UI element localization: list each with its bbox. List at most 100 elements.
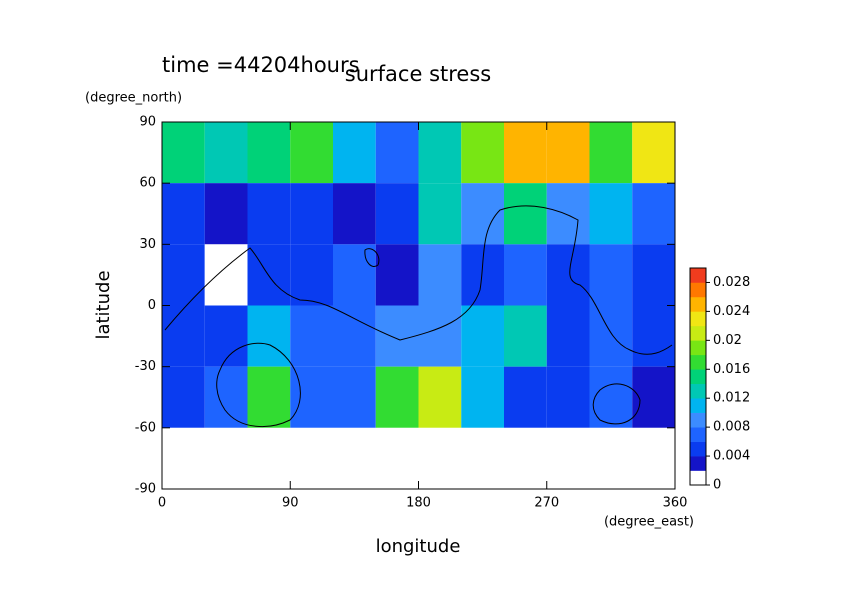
cell (162, 122, 205, 184)
cell (504, 366, 547, 428)
cell (290, 122, 333, 184)
cell (632, 244, 675, 306)
colorbar-swatch (690, 282, 706, 298)
x-tick-label: 360 (663, 496, 688, 511)
cell (375, 183, 419, 245)
cell (546, 244, 590, 306)
y-tick-label: -60 (135, 420, 156, 435)
colorbar-swatch (690, 369, 706, 385)
cell (162, 366, 205, 428)
cell (418, 183, 462, 245)
y-tick-label: 0 (148, 298, 156, 313)
colorbar-tick-label: 0.004 (713, 449, 750, 464)
cell (546, 122, 590, 184)
colorbar-swatch (690, 427, 706, 442)
cell (204, 122, 248, 184)
x-tick-label: 270 (534, 496, 559, 511)
cell (546, 183, 590, 245)
cell (204, 244, 248, 306)
chart-title: surface stress (345, 62, 491, 86)
cell (589, 305, 633, 367)
cell (333, 244, 376, 306)
x-axis-label: longitude (376, 536, 461, 557)
cell (461, 366, 504, 428)
cell (247, 305, 291, 367)
cell (418, 366, 462, 428)
x-tick-label: 180 (406, 496, 431, 511)
cell (418, 305, 462, 367)
cell (290, 366, 333, 428)
y-axis-label: latitude (93, 270, 114, 339)
cell (247, 183, 291, 245)
cell (632, 305, 675, 367)
y-tick-label: -30 (135, 359, 156, 374)
cell (504, 244, 547, 306)
colorbar-tick-label: 0 (713, 478, 721, 493)
cell (418, 244, 462, 306)
colorbar-swatch (690, 412, 706, 428)
cell (504, 427, 547, 489)
cell (546, 305, 590, 367)
cell (333, 427, 376, 489)
y-tick-label: 90 (139, 115, 156, 130)
cell (333, 122, 376, 184)
colorbar-tick-label: 0.028 (713, 275, 750, 290)
colorbar-swatch (690, 383, 706, 399)
cell (504, 305, 547, 367)
x-tick-label: 0 (158, 496, 166, 511)
colorbar-tick-label: 0.016 (713, 362, 750, 377)
colorbar-swatch (690, 456, 706, 471)
cell (375, 244, 419, 306)
cell (546, 427, 590, 489)
cell (162, 305, 205, 367)
cell (375, 305, 419, 367)
colorbar-swatch (690, 398, 706, 413)
cell (204, 427, 248, 489)
cell (589, 183, 633, 245)
colorbar-swatch (690, 311, 706, 327)
colorbar-frame (689, 267, 707, 486)
cell (375, 427, 419, 489)
field (162, 122, 675, 489)
colorbar-swatch (690, 340, 706, 356)
cell (589, 244, 633, 306)
colorbar-swatch (690, 354, 706, 370)
cell (162, 244, 205, 306)
colorbar-swatch (690, 325, 706, 341)
colorbar-tick-label: 0.024 (713, 304, 750, 319)
colorbar-tick-label: 0.008 (713, 420, 750, 435)
colorbar-swatch (690, 441, 706, 457)
cell (375, 122, 419, 184)
cell (461, 183, 504, 245)
colorbar-swatch (690, 268, 706, 283)
y-tick-label: -90 (135, 482, 156, 497)
cell (162, 427, 205, 489)
cell (290, 305, 333, 367)
cell (589, 122, 633, 184)
cell (632, 183, 675, 245)
colorbar-tick-label: 0.012 (713, 391, 750, 406)
x-tick-label: 90 (282, 496, 299, 511)
cell (461, 427, 504, 489)
cell (162, 183, 205, 245)
x-unit: (degree_east) (604, 515, 694, 530)
colorbar: 0 0.004 0.008 0.012 0.016 0.02 0.024 0.028 (689, 267, 750, 493)
cell (589, 366, 633, 428)
y-tick-label: 30 (139, 237, 156, 252)
cell (632, 427, 675, 489)
cell (375, 366, 419, 428)
cell (333, 183, 376, 245)
cell (461, 122, 504, 184)
cell (290, 427, 333, 489)
chart-subtitle: time =44204hours (162, 53, 360, 77)
cell (504, 183, 547, 245)
colorbar-swatch (690, 470, 706, 486)
cell (418, 122, 462, 184)
cell (247, 366, 291, 428)
cell (290, 244, 333, 306)
cell (204, 366, 248, 428)
cell (290, 183, 333, 245)
y-tick-label: 60 (139, 176, 156, 191)
cell (504, 122, 547, 184)
cell (546, 366, 590, 428)
